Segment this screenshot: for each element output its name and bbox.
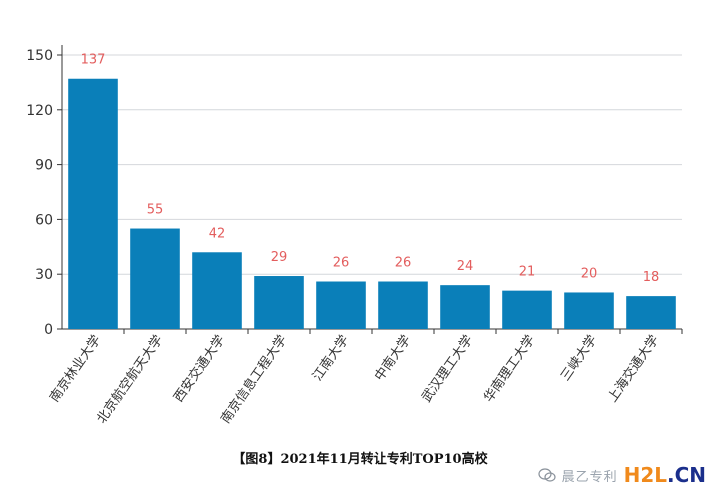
x-tick-label: 华南理工大学 — [480, 332, 538, 405]
bar — [316, 281, 366, 329]
data-label: 137 — [81, 53, 106, 68]
bar — [130, 228, 180, 329]
h2l-logo: H2L.CN — [623, 463, 706, 487]
y-tick-label: 30 — [35, 267, 53, 283]
bar — [254, 276, 304, 329]
x-tick-label: 西安交通大学 — [170, 332, 228, 405]
data-label: 24 — [457, 259, 474, 274]
bar — [564, 292, 614, 329]
y-tick-label: 90 — [35, 158, 53, 174]
bar — [440, 285, 490, 329]
data-label: 42 — [209, 226, 226, 241]
y-tick-label: 0 — [44, 322, 53, 338]
data-label: 21 — [519, 265, 536, 280]
x-tick-label: 中南大学 — [371, 332, 414, 384]
x-tick-label: 南京林业大学 — [46, 332, 104, 405]
watermark-text: 晨乙专利 — [561, 469, 618, 485]
chart-caption: 【图8】2021年11月转让专利TOP10高校 — [232, 452, 488, 467]
bar — [626, 296, 676, 329]
data-label: 18 — [643, 270, 660, 285]
x-tick-label: 三峡大学 — [557, 332, 600, 384]
bar — [68, 78, 118, 329]
y-tick-label: 150 — [26, 48, 53, 64]
bar — [378, 281, 428, 329]
data-label: 20 — [581, 266, 598, 281]
wechat-icon — [537, 468, 556, 482]
y-tick-label: 60 — [35, 212, 53, 228]
x-tick-label: 上海交通大学 — [604, 332, 662, 405]
bar — [192, 252, 242, 329]
x-tick-label: 江南大学 — [309, 332, 352, 384]
data-label: 26 — [333, 256, 350, 271]
data-label: 29 — [271, 250, 288, 265]
bar — [502, 290, 552, 329]
watermark: 晨乙专利 H2L.CN — [537, 463, 706, 487]
data-label: 26 — [395, 256, 412, 271]
data-label: 55 — [147, 203, 164, 218]
y-tick-label: 120 — [26, 103, 53, 119]
x-tick-label: 武汉理工大学 — [418, 332, 476, 405]
x-tick-label: 南京信息工程大学 — [218, 332, 291, 426]
x-tick-label: 北京航空航天大学 — [94, 332, 167, 426]
